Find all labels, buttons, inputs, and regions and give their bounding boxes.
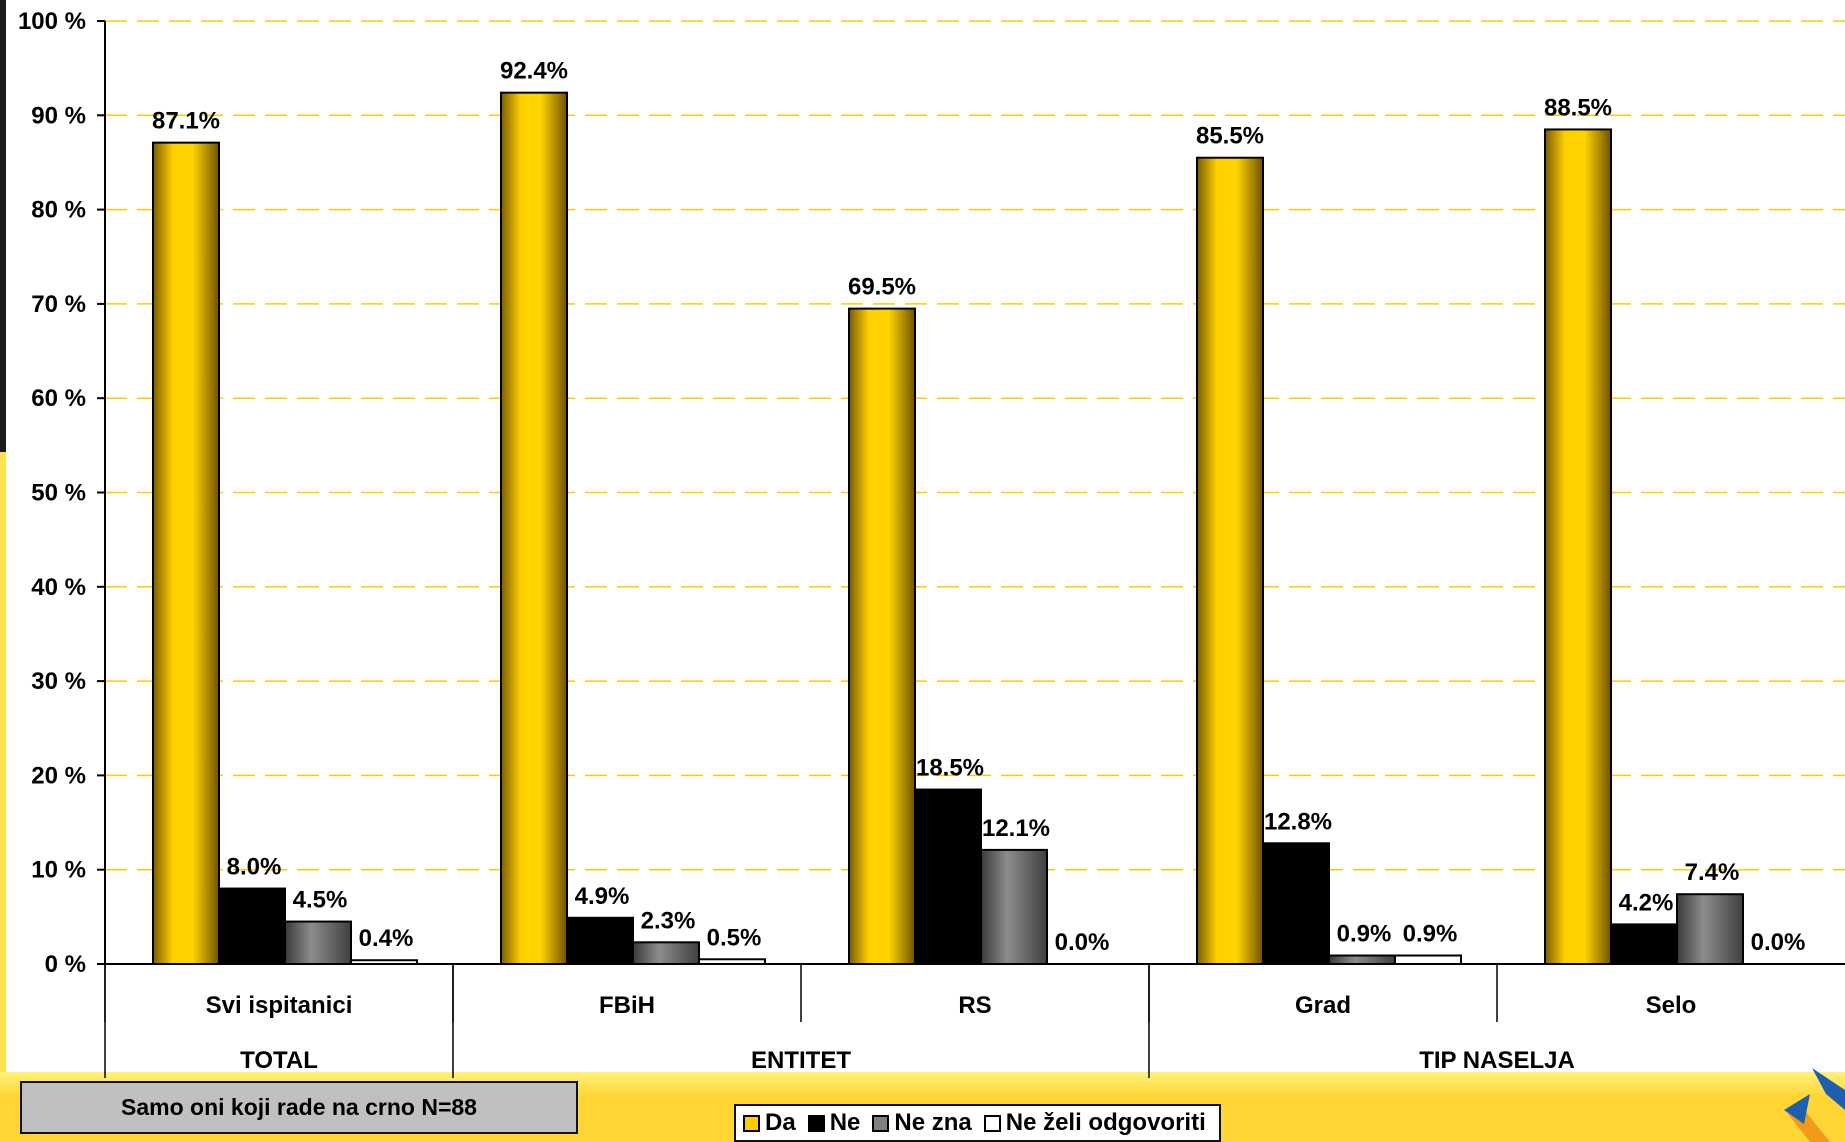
- category-label: Svi ispitanici: [206, 992, 353, 1019]
- legend-item-da: Da: [743, 1109, 796, 1137]
- bar-ne-selo: [1610, 923, 1678, 965]
- legend-label-ne-zeli: Ne želi odgovoriti: [1005, 1109, 1206, 1136]
- bar-ne-zna-svi-ispitanici: [284, 920, 352, 966]
- y-tick-label: 30 %: [31, 668, 86, 695]
- y-tick-label: 40 %: [31, 574, 86, 601]
- legend-item-ne-zeli: Ne želi odgovoriti: [983, 1109, 1206, 1137]
- value-label: 0.5%: [707, 924, 762, 951]
- group-label: TOTAL: [240, 1047, 318, 1074]
- y-tick-label: 50 %: [31, 480, 86, 507]
- value-label: 0.9%: [1337, 921, 1392, 948]
- sample-note: Samo oni koji rade na crno N=88: [20, 1081, 578, 1134]
- group-label: TIP NASELJA: [1419, 1047, 1575, 1074]
- value-label: 12.1%: [982, 815, 1050, 842]
- bar-ne-grad: [1262, 842, 1330, 966]
- y-tick-label: 70 %: [31, 291, 86, 318]
- value-label: 0.9%: [1403, 921, 1458, 948]
- value-label: 7.4%: [1685, 859, 1740, 886]
- brand-logo-icon: [1784, 1068, 1845, 1142]
- value-label: 0.4%: [359, 925, 414, 952]
- bar-da-svi-ispitanici: [152, 141, 220, 966]
- value-label: 87.1%: [152, 108, 220, 135]
- y-tick-label: 20 %: [31, 762, 86, 789]
- value-label: 4.9%: [575, 883, 630, 910]
- bar-ne-zna-fbih: [632, 941, 700, 965]
- legend-item-ne: Ne: [807, 1109, 861, 1137]
- bar-ne-svi-ispitanici: [218, 887, 286, 965]
- legend-swatch-ne-zeli: [983, 1114, 1001, 1132]
- bar-ne-eli-odgovoriti-fbih: [698, 958, 766, 965]
- legend-item-ne-zna: Ne zna: [872, 1109, 972, 1137]
- value-label: 0.0%: [1751, 929, 1806, 956]
- bar-ne-zna-selo: [1676, 893, 1744, 966]
- group-label: ENTITET: [751, 1047, 851, 1074]
- bar-da-rs: [848, 307, 916, 965]
- category-label: RS: [958, 992, 991, 1019]
- bar-ne-zna-grad: [1328, 954, 1396, 965]
- bar-ne-zna-rs: [980, 848, 1048, 965]
- bar-ne-eli-odgovoriti-svi-ispitanici: [350, 959, 418, 966]
- bar-da-fbih: [500, 91, 568, 965]
- value-label: 18.5%: [916, 755, 984, 782]
- legend: Da Ne Ne zna Ne želi odgovoriti: [734, 1104, 1221, 1142]
- bar-ne-rs: [914, 788, 982, 965]
- y-tick-label: 80 %: [31, 197, 86, 224]
- category-label: FBiH: [599, 992, 655, 1019]
- value-label: 2.3%: [641, 907, 696, 934]
- bar-ne-fbih: [566, 916, 634, 966]
- bar-da-selo: [1544, 128, 1612, 965]
- bar-da-grad: [1196, 156, 1264, 966]
- legend-label-ne-zna: Ne zna: [894, 1109, 972, 1136]
- value-label: 85.5%: [1196, 123, 1264, 150]
- y-tick-label: 60 %: [31, 385, 86, 412]
- category-label: Grad: [1295, 992, 1351, 1019]
- side-strip-dark: [0, 0, 6, 452]
- y-tick-label: 0 %: [45, 951, 86, 978]
- value-label: 4.2%: [1619, 889, 1674, 916]
- value-label: 92.4%: [500, 58, 568, 85]
- value-label: 69.5%: [848, 274, 916, 301]
- legend-swatch-da: [743, 1114, 760, 1132]
- y-tick-label: 90 %: [31, 102, 86, 129]
- value-label: 4.5%: [293, 887, 348, 914]
- legend-label-ne: Ne: [829, 1109, 861, 1136]
- side-strip-yellow: [0, 452, 6, 1072]
- legend-swatch-ne: [807, 1114, 825, 1132]
- y-tick-label: 100 %: [18, 8, 86, 35]
- legend-label-da: Da: [765, 1109, 796, 1136]
- value-label: 88.5%: [1544, 94, 1612, 121]
- value-label: 12.8%: [1264, 808, 1332, 835]
- bar-ne-eli-odgovoriti-grad: [1394, 954, 1462, 965]
- legend-swatch-ne-zna: [872, 1114, 890, 1132]
- category-label: Selo: [1646, 992, 1697, 1019]
- y-tick-label: 10 %: [31, 857, 86, 884]
- value-label: 0.0%: [1055, 929, 1110, 956]
- value-label: 8.0%: [227, 854, 282, 881]
